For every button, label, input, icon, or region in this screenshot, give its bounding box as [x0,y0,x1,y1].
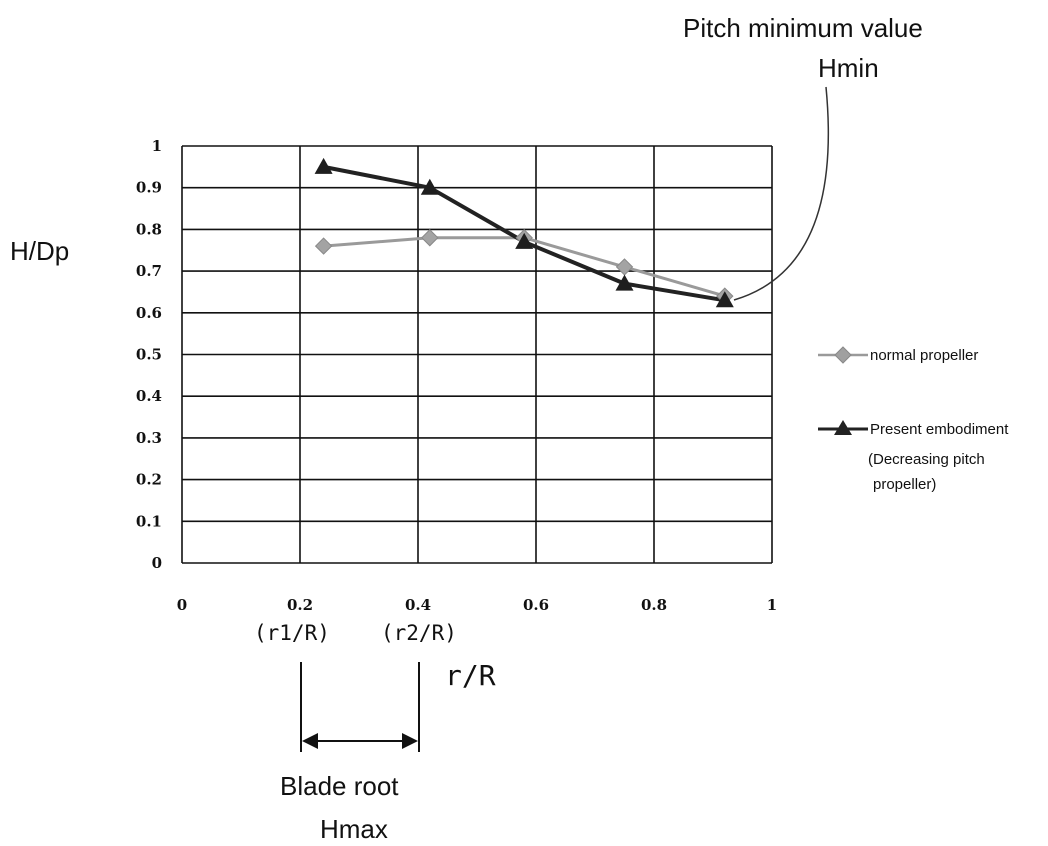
series-1-point-3 [615,274,634,291]
y-tick-labels: 0 0.1 0.2 0.3 0.4 0.5 0.6 0.7 0.8 0.9 1 [136,137,162,572]
x-tick-label-3: 0.6 [523,596,549,614]
pitch-minimum-sub: Hmin [818,53,879,83]
legend-label-present: Present embodiment [870,421,1009,438]
arrow-head-left [302,733,318,749]
blade-root-label: Blade root [280,771,399,801]
x-axis-label: r/R [445,659,496,692]
hmin-leader-line [733,86,830,301]
x-tick-label-2: 0.4 [405,596,431,614]
y-tick-label-5: 0.5 [136,346,162,364]
x-tick-label-4: 0.8 [641,596,667,614]
series-0-point-1 [421,229,439,247]
series-1-point-2 [515,232,534,249]
r2-label: (r2/R) [381,621,457,645]
legend-triangle-marker [834,420,852,435]
grid [181,145,773,564]
arrow-head-right [402,733,418,749]
series-1-point-1 [420,178,439,195]
y-tick-label-9: 0.9 [136,179,162,197]
y-tick-label-3: 0.3 [136,429,162,447]
y-axis-label: H/Dp [10,236,69,266]
legend: normal propeller Present embodiment (Dec… [818,346,1009,493]
y-tick-label-6: 0.6 [136,304,162,322]
series-1-point-0 [314,157,333,174]
x-tick-label-1: 0.2 [287,596,313,614]
legend-note-line2: propeller) [873,476,936,493]
series-0-point-0 [314,237,333,255]
legend-diamond-marker [834,346,852,364]
y-tick-label-8: 0.8 [136,220,162,238]
y-tick-label-4: 0.4 [136,387,162,405]
y-tick-label-2: 0.2 [136,471,162,489]
series-1-point-4 [715,291,734,308]
x-tick-label-5: 1 [767,596,777,614]
series-0-point-3 [615,258,634,276]
r1-label: (r1/R) [254,621,330,645]
legend-note-line1: (Decreasing pitch [868,451,985,468]
y-tick-label-1: 0.1 [136,512,162,530]
pitch-minimum-title: Pitch minimum value [683,13,923,43]
legend-label-normal: normal propeller [870,347,978,364]
y-tick-label-10: 1 [152,137,162,155]
y-tick-label-7: 0.7 [136,262,162,280]
x-tick-label-0: 0 [177,596,187,614]
hmax-label: Hmax [320,814,388,844]
y-tick-label-0: 0 [152,554,162,572]
x-tick-labels: 0 0.2 0.4 0.6 0.8 1 [177,596,777,614]
series-markers [314,157,734,308]
